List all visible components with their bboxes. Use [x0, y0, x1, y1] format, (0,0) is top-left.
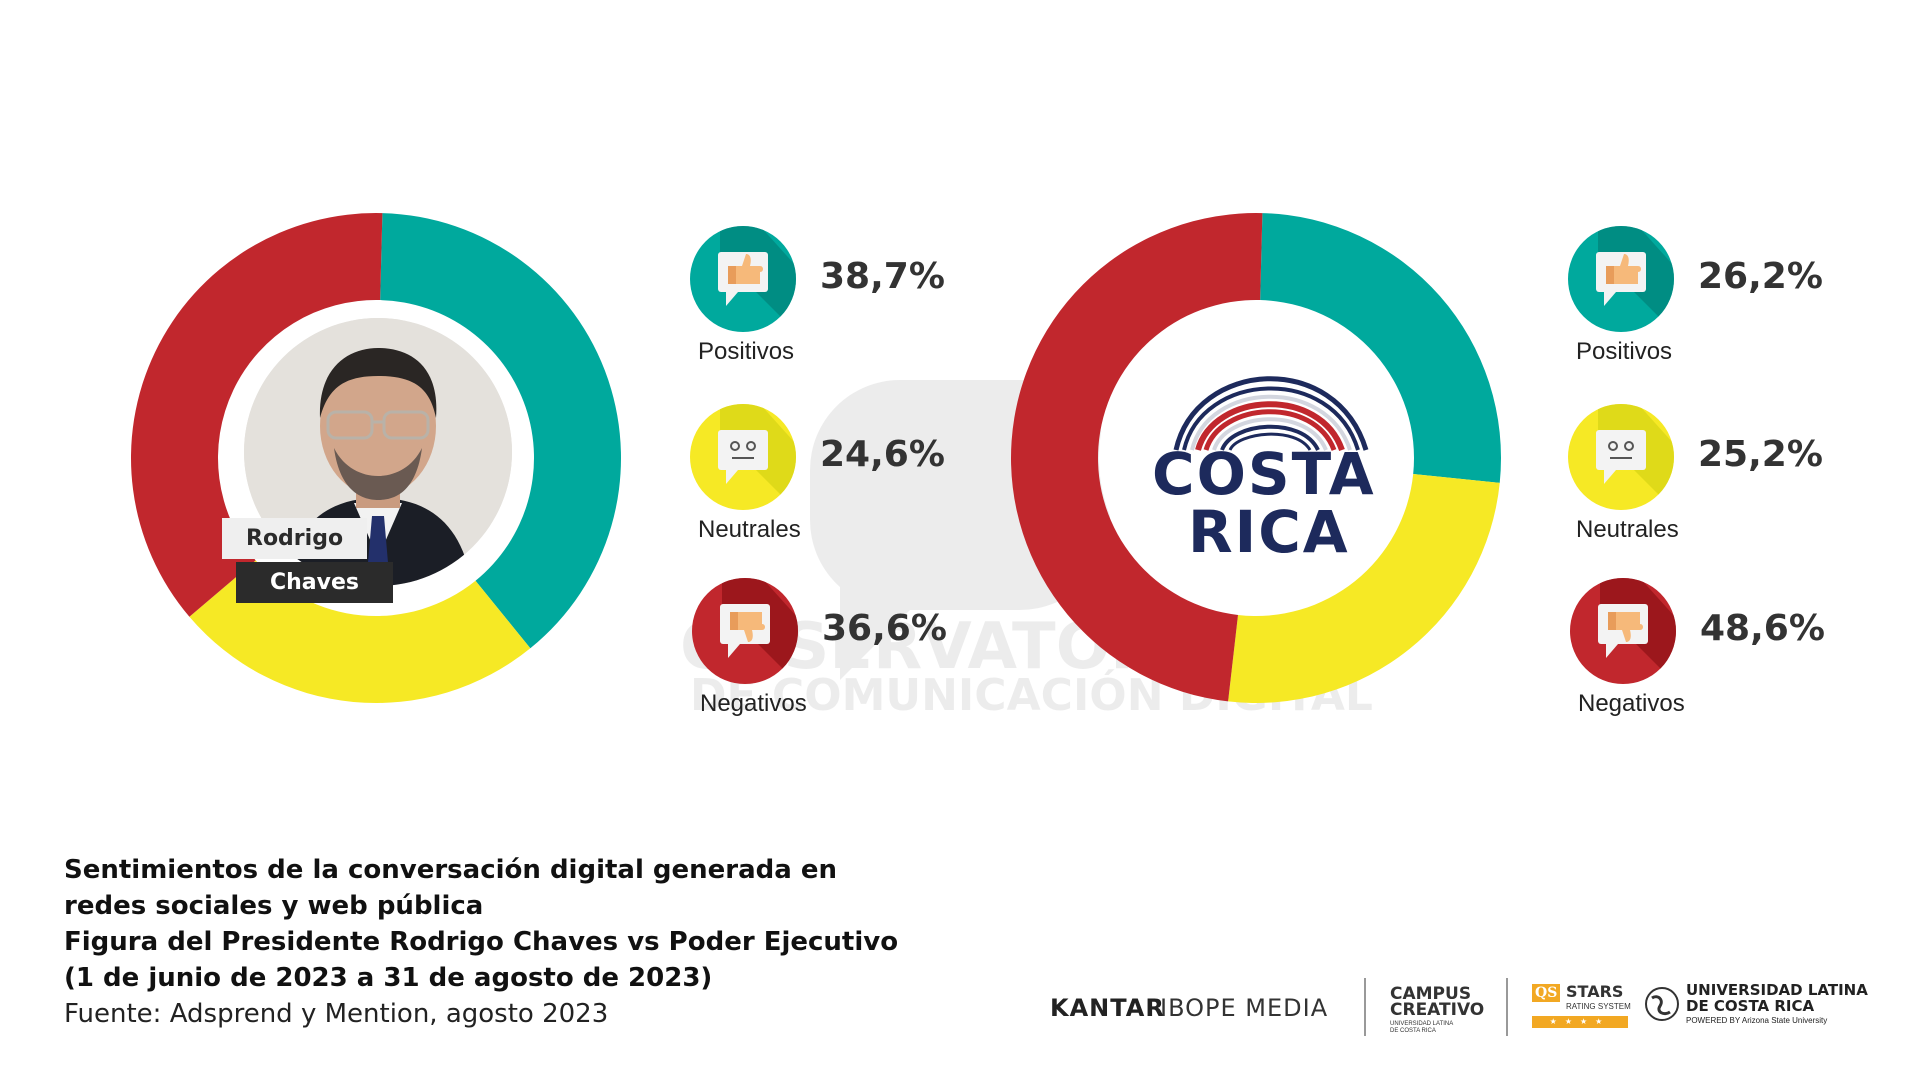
value-label: 48,6% [1700, 608, 1825, 649]
legend-label: Neutrales [698, 516, 801, 543]
campus-text: CAMPUS [1390, 984, 1472, 1004]
thumbs-down-icon [1570, 578, 1676, 684]
donut-slice-negativos [1011, 213, 1263, 702]
qs-stars-logo: QS STARS RATING SYSTEM ★★★★ [1532, 978, 1632, 1038]
thumbs-up-icon [690, 226, 796, 332]
caption-line3: Figura del Presidente Rodrigo Chaves vs … [64, 927, 899, 957]
campus-sub2: DE COSTA RICA [1390, 1028, 1436, 1034]
legend-label: Neutrales [1576, 516, 1679, 543]
caption-source: Fuente: Adsprend y Mention, agosto 2023 [64, 999, 609, 1029]
avatar-rodrigo-chaves [244, 318, 512, 586]
globe-icon [1645, 987, 1679, 1021]
footer-divider [1506, 978, 1508, 1036]
costa-rica-logo: COSTA RICA [1136, 340, 1376, 570]
ibope-text: IBOPE MEDIA [1160, 994, 1329, 1022]
legend-label: Negativos [1578, 690, 1685, 717]
neutral-face-icon [690, 404, 796, 510]
footer-divider [1364, 978, 1366, 1036]
star-rating-icon: ★★★★ [1532, 1016, 1628, 1028]
donut-hole [1099, 301, 1413, 615]
campus-sub1: UNIVERSIDAD LATINA [1390, 1021, 1454, 1027]
value-label: 36,6% [822, 608, 947, 649]
legend-label: Negativos [700, 690, 807, 717]
logo-rica: RICA [1188, 498, 1350, 566]
thumbs-down-icon [692, 578, 798, 684]
legend-item-neutrales-left: 24,6% Neutrales [690, 404, 950, 544]
qs-badge: QS [1532, 984, 1561, 1002]
neutral-face-icon [1568, 404, 1674, 510]
donut-slice-positivos [1260, 213, 1501, 483]
value-label: 25,2% [1698, 434, 1823, 475]
ulatina-line1: UNIVERSIDAD LATINA [1686, 981, 1868, 999]
value-label: 26,2% [1698, 256, 1823, 297]
legend-item-negativos-left: 36,6% Negativos [692, 578, 952, 718]
legend-label: Positivos [1576, 338, 1673, 365]
legend-item-positivos-right: 26,2% Positivos [1568, 226, 1828, 366]
donut-chart-poder-ejecutivo [1011, 213, 1501, 703]
legend-item-negativos-right: 48,6% Negativos [1570, 578, 1830, 718]
name-tag-last: Chaves [236, 562, 394, 603]
legend-item-neutrales-right: 25,2% Neutrales [1568, 404, 1828, 544]
stars-text: STARS [1566, 982, 1624, 1001]
logo-costa: COSTA [1152, 440, 1376, 508]
stars-sub: RATING SYSTEM [1566, 1002, 1631, 1011]
kantar-ibope-logo: KANTAR IBOPE MEDIA [1050, 978, 1330, 1038]
flag-arcs-icon [1173, 376, 1369, 452]
campus-creativo-logo: CAMPUS CREATIVO UNIVERSIDAD LATINA DE CO… [1390, 978, 1500, 1038]
donut-slice-neutrales [1228, 474, 1500, 703]
value-label: 24,6% [820, 434, 945, 475]
value-label: 38,7% [820, 256, 945, 297]
caption-line1: Sentimientos de la conversación digital … [64, 855, 838, 885]
name-tag-first: Rodrigo [222, 518, 368, 559]
universidad-latina-logo: UNIVERSIDAD LATINA DE COSTA RICA POWERED… [1644, 978, 1880, 1038]
caption-line2: redes sociales y web pública [64, 891, 484, 921]
caption-block: Sentimientos de la conversación digital … [64, 852, 964, 1032]
donut-slice-negativos [131, 213, 383, 617]
kantar-text: KANTAR [1050, 994, 1165, 1022]
legend-label: Positivos [698, 338, 795, 365]
person-portrait-icon [244, 318, 512, 586]
thumbs-up-icon [1568, 226, 1674, 332]
ulatina-line2: DE COSTA RICA [1686, 997, 1815, 1015]
caption-line4: (1 de junio de 2023 a 31 de agosto de 20… [64, 963, 713, 993]
donut-slice-positivos [380, 213, 621, 649]
ulatina-sub: POWERED BY Arizona State University [1686, 1016, 1828, 1025]
creativo-text: CREATIVO [1390, 1000, 1485, 1020]
legend-item-positivos-left: 38,7% Positivos [690, 226, 950, 366]
